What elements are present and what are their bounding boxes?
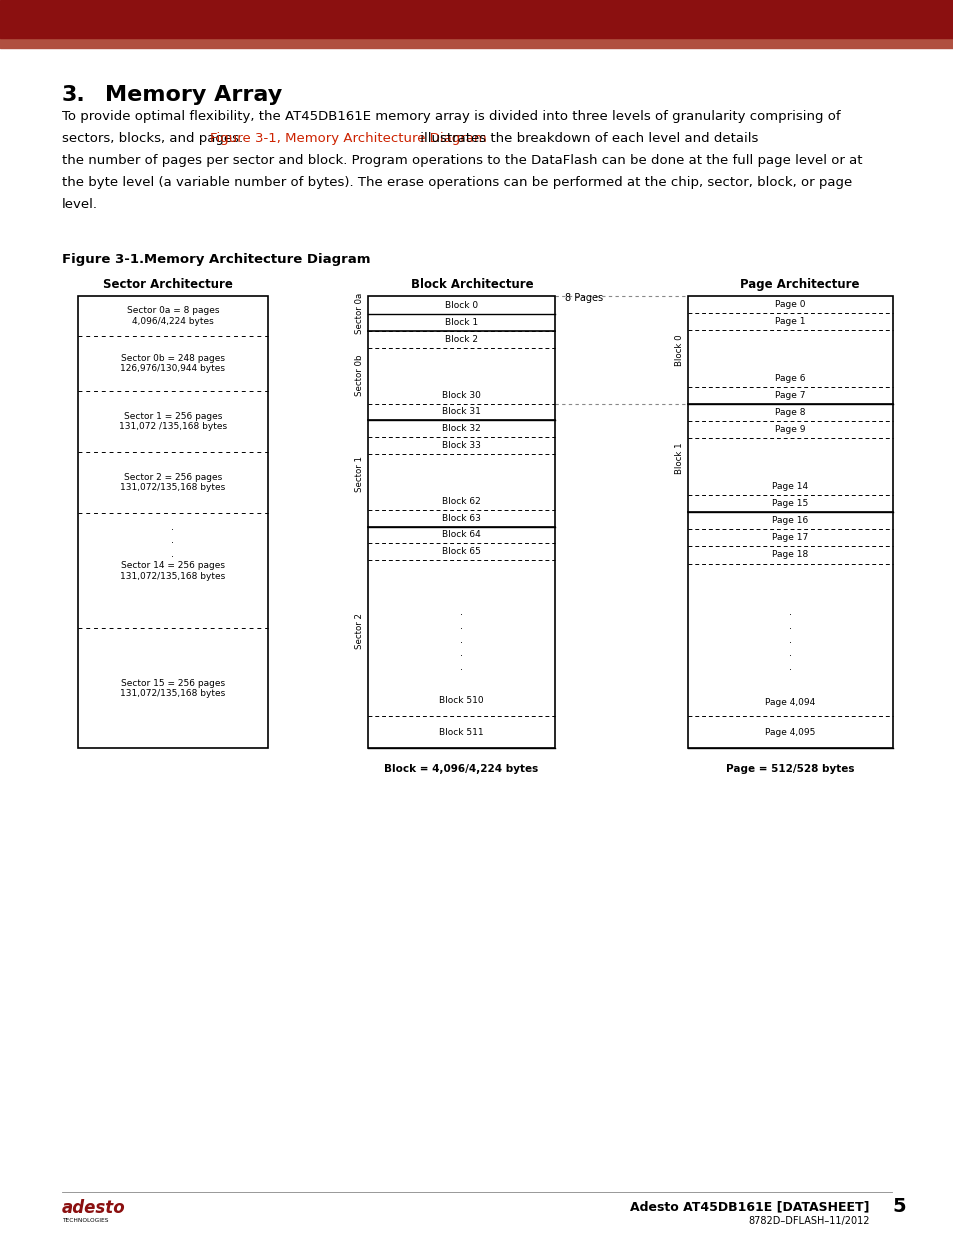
Text: .: .: [788, 635, 791, 645]
Bar: [0, 38, 953, 48]
Text: Block 33: Block 33: [441, 441, 480, 450]
Bar: [0, 0, 953, 38]
Text: the number of pages per sector and block. Program operations to the DataFlash ca: the number of pages per sector and block…: [62, 154, 862, 167]
Text: Memory Architecture Diagram: Memory Architecture Diagram: [130, 253, 370, 266]
Text: 5: 5: [891, 1198, 904, 1216]
Bar: [368, 296, 555, 748]
Text: Page 7: Page 7: [775, 391, 805, 400]
Bar: [687, 296, 892, 748]
Text: Block 0: Block 0: [444, 300, 477, 310]
Text: 8 Pages: 8 Pages: [564, 293, 602, 304]
Text: Block 31: Block 31: [441, 408, 480, 416]
Text: .: .: [459, 662, 462, 672]
Text: Page 1: Page 1: [775, 317, 805, 326]
Text: .: .: [788, 608, 791, 618]
Text: Block 1: Block 1: [675, 442, 683, 474]
Text: Block 65: Block 65: [441, 547, 480, 556]
Text: Block = 4,096/4,224 bytes: Block = 4,096/4,224 bytes: [384, 764, 538, 774]
Text: .: .: [788, 662, 791, 672]
Text: Adesto AT45DB161E [DATASHEET]: Adesto AT45DB161E [DATASHEET]: [630, 1200, 869, 1214]
Text: Page 4,095: Page 4,095: [764, 727, 815, 737]
Text: .: .: [459, 648, 462, 658]
Text: Block 62: Block 62: [441, 496, 480, 506]
Text: Page 4,094: Page 4,094: [764, 698, 815, 706]
Text: Block 64: Block 64: [441, 530, 480, 540]
Text: Figure 3-1, Memory Architecture Diagram: Figure 3-1, Memory Architecture Diagram: [210, 132, 486, 144]
Text: .: .: [788, 648, 791, 658]
Text: .: .: [459, 621, 462, 631]
Text: Sector 0a = 8 pages
4,096/4,224 bytes: Sector 0a = 8 pages 4,096/4,224 bytes: [127, 306, 219, 326]
Text: Page 0: Page 0: [775, 300, 805, 309]
Text: Block 510: Block 510: [438, 697, 483, 705]
Text: .: .: [788, 621, 791, 631]
Text: .: .: [172, 521, 174, 531]
Text: Block 63: Block 63: [441, 514, 480, 522]
Text: Block 511: Block 511: [438, 727, 483, 737]
Text: .: .: [172, 548, 174, 558]
Text: the byte level (a variable number of bytes). The erase operations can be perform: the byte level (a variable number of byt…: [62, 177, 851, 189]
Text: Page 17: Page 17: [772, 534, 808, 542]
Text: Sector 1: Sector 1: [355, 456, 364, 492]
Text: Page 6: Page 6: [775, 374, 805, 383]
Text: Block 30: Block 30: [441, 390, 480, 400]
Text: Page = 512/528 bytes: Page = 512/528 bytes: [725, 764, 854, 774]
Text: TECHNOLOGIES: TECHNOLOGIES: [62, 1219, 109, 1224]
Text: .: .: [459, 608, 462, 618]
Text: Block 32: Block 32: [441, 424, 480, 433]
Text: Block 0: Block 0: [675, 335, 683, 366]
Text: Sector 0a: Sector 0a: [355, 293, 364, 333]
Text: Block 2: Block 2: [444, 335, 477, 343]
Text: Memory Array: Memory Array: [105, 85, 282, 105]
Text: 8782D–DFLASH–11/2012: 8782D–DFLASH–11/2012: [748, 1216, 869, 1226]
Text: Sector 0b: Sector 0b: [355, 354, 364, 396]
Text: adesto: adesto: [62, 1199, 126, 1216]
Text: 3.: 3.: [62, 85, 86, 105]
Text: Figure 3-1.: Figure 3-1.: [62, 253, 144, 266]
Text: .: .: [172, 535, 174, 545]
Text: Page 9: Page 9: [775, 425, 805, 435]
Text: Sector 2 = 256 pages
131,072/135,168 bytes: Sector 2 = 256 pages 131,072/135,168 byt…: [120, 473, 226, 493]
Text: level.: level.: [62, 198, 98, 211]
Text: Page 18: Page 18: [772, 551, 808, 559]
Text: sectors, blocks, and pages.: sectors, blocks, and pages.: [62, 132, 247, 144]
Text: Block 1: Block 1: [444, 317, 477, 327]
Text: Page 8: Page 8: [775, 408, 805, 417]
Text: Block Architecture: Block Architecture: [410, 278, 533, 291]
Text: Sector 15 = 256 pages
131,072/135,168 bytes: Sector 15 = 256 pages 131,072/135,168 by…: [120, 679, 226, 698]
Text: Sector 0b = 248 pages
126,976/130,944 bytes: Sector 0b = 248 pages 126,976/130,944 by…: [120, 353, 225, 373]
Text: To provide optimal flexibility, the AT45DB161E memory array is divided into thre: To provide optimal flexibility, the AT45…: [62, 110, 840, 124]
Text: Sector 14 = 256 pages
131,072/135,168 bytes: Sector 14 = 256 pages 131,072/135,168 by…: [120, 561, 226, 580]
Text: Sector 1 = 256 pages
131,072 /135,168 bytes: Sector 1 = 256 pages 131,072 /135,168 by…: [119, 412, 227, 431]
Text: Page 15: Page 15: [772, 499, 808, 508]
Text: Page 14: Page 14: [772, 482, 808, 490]
Text: Page Architecture: Page Architecture: [740, 278, 859, 291]
Text: Sector Architecture: Sector Architecture: [103, 278, 233, 291]
Bar: [78, 296, 268, 748]
Text: .: .: [459, 635, 462, 645]
Text: Page 16: Page 16: [772, 516, 808, 525]
Text: illustrates the breakdown of each level and details: illustrates the breakdown of each level …: [416, 132, 758, 144]
Text: Sector 2: Sector 2: [355, 614, 364, 650]
